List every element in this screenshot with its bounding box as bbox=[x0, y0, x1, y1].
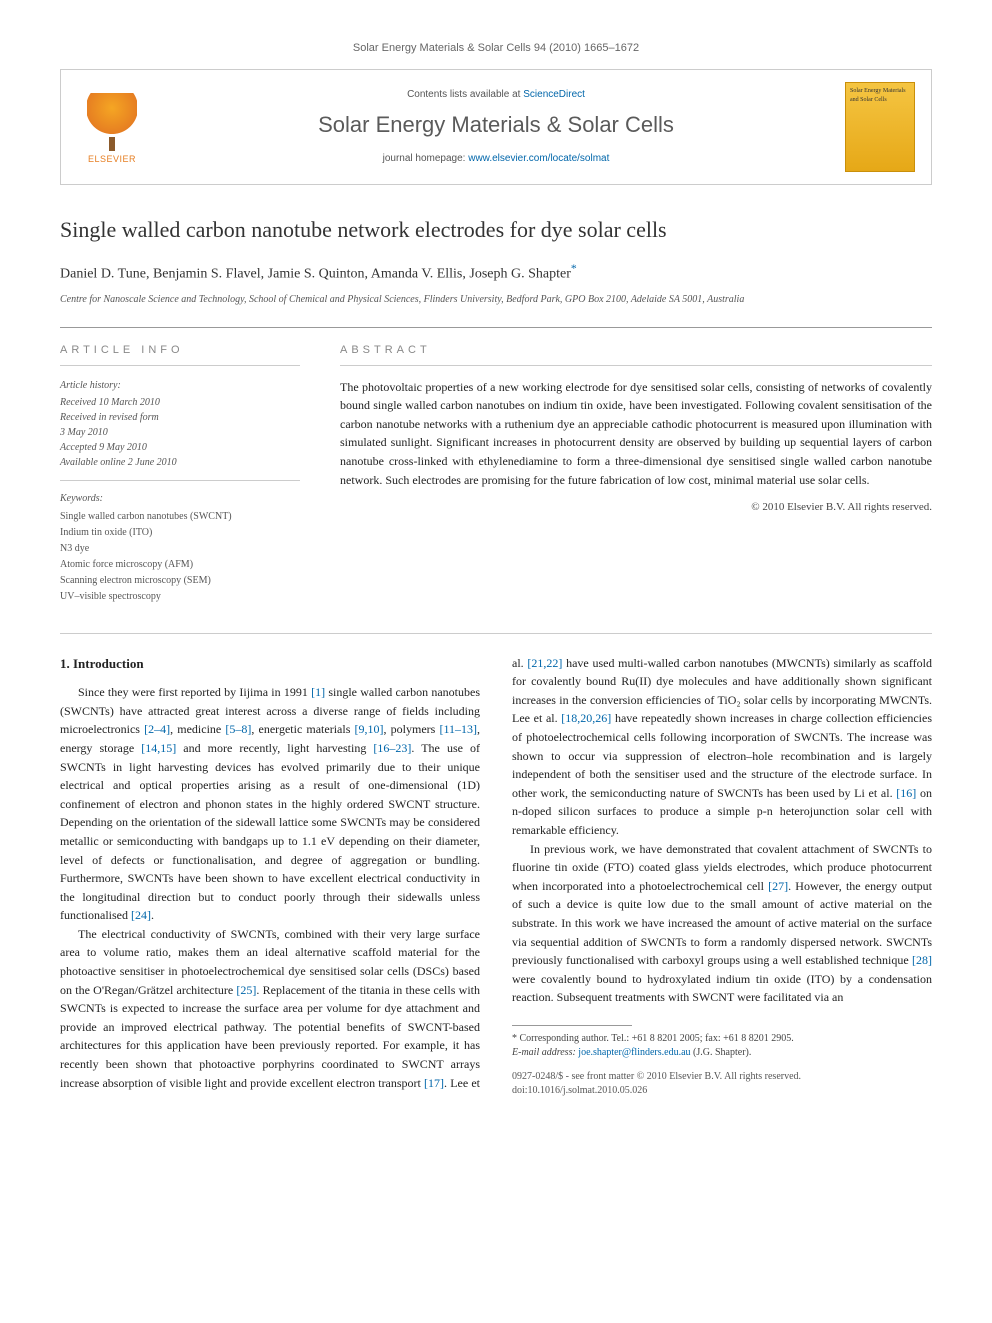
footnote-separator bbox=[512, 1025, 632, 1026]
keyword-5: Scanning electron microscopy (SEM) bbox=[60, 573, 300, 589]
email-suffix: (J.G. Shapter). bbox=[691, 1047, 752, 1058]
authors-text: Daniel D. Tune, Benjamin S. Flavel, Jami… bbox=[60, 266, 571, 281]
keywords: Keywords: Single walled carbon nanotubes… bbox=[60, 491, 300, 605]
ref-link[interactable]: [14,15] bbox=[141, 741, 176, 755]
contents-prefix: Contents lists available at bbox=[407, 89, 523, 100]
article-title: Single walled carbon nanotube network el… bbox=[60, 213, 932, 246]
ref-link[interactable]: [18,20,26] bbox=[561, 711, 611, 725]
abstract-copyright: © 2010 Elsevier B.V. All rights reserved… bbox=[340, 499, 932, 516]
ref-link[interactable]: [11–13] bbox=[439, 722, 477, 736]
ref-link[interactable]: [17] bbox=[424, 1076, 444, 1090]
abstract-label: ABSTRACT bbox=[340, 342, 932, 366]
email-line: E-mail address: joe.shapter@flinders.edu… bbox=[512, 1046, 932, 1060]
homepage-prefix: journal homepage: bbox=[383, 153, 469, 164]
history-revised-2: 3 May 2010 bbox=[60, 425, 300, 440]
homepage-link[interactable]: www.elsevier.com/locate/solmat bbox=[468, 153, 609, 164]
footnote-block: * Corresponding author. Tel.: +61 8 8201… bbox=[512, 1025, 932, 1098]
publisher-logo: ELSEVIER bbox=[77, 87, 147, 167]
article-info-label: ARTICLE INFO bbox=[60, 342, 300, 366]
issn-line: 0927-0248/$ - see front matter © 2010 El… bbox=[512, 1070, 932, 1084]
article-meta-row: ARTICLE INFO Article history: Received 1… bbox=[60, 327, 932, 605]
email-label: E-mail address: bbox=[512, 1047, 578, 1058]
ref-link[interactable]: [1] bbox=[311, 685, 325, 699]
history-online: Available online 2 June 2010 bbox=[60, 455, 300, 470]
ref-link[interactable]: [25] bbox=[236, 983, 256, 997]
ref-link[interactable]: [27] bbox=[768, 879, 788, 893]
elsevier-tree-icon bbox=[87, 93, 137, 143]
history-revised-1: Received in revised form bbox=[60, 410, 300, 425]
history-accepted: Accepted 9 May 2010 bbox=[60, 440, 300, 455]
section-heading-intro: 1. Introduction bbox=[60, 654, 480, 674]
affiliation: Centre for Nanoscale Science and Technol… bbox=[60, 292, 932, 307]
abstract-text: The photovoltaic properties of a new wor… bbox=[340, 378, 932, 490]
history-received: Received 10 March 2010 bbox=[60, 395, 300, 410]
corresponding-mark: * bbox=[571, 262, 577, 275]
keyword-2: Indium tin oxide (ITO) bbox=[60, 525, 300, 541]
doi-line: doi:10.1016/j.solmat.2010.05.026 bbox=[512, 1084, 932, 1098]
keyword-3: N3 dye bbox=[60, 541, 300, 557]
sciencedirect-link[interactable]: ScienceDirect bbox=[523, 89, 585, 100]
ref-link[interactable]: [9,10] bbox=[355, 722, 384, 736]
keywords-title: Keywords: bbox=[60, 491, 300, 507]
publisher-label: ELSEVIER bbox=[88, 153, 136, 167]
intro-para-1: Since they were first reported by Iijima… bbox=[60, 683, 480, 925]
keyword-4: Atomic force microscopy (AFM) bbox=[60, 557, 300, 573]
front-matter-meta: 0927-0248/$ - see front matter © 2010 El… bbox=[512, 1070, 932, 1098]
ref-link[interactable]: [5–8] bbox=[225, 722, 251, 736]
ref-link[interactable]: [16] bbox=[896, 786, 916, 800]
body-two-column: 1. Introduction Since they were first re… bbox=[60, 633, 932, 1098]
ref-link[interactable]: [24] bbox=[131, 908, 151, 922]
running-header: Solar Energy Materials & Solar Cells 94 … bbox=[60, 40, 932, 57]
article-history: Article history: Received 10 March 2010 … bbox=[60, 378, 300, 481]
journal-cover-thumb: Solar Energy Materials and Solar Cells bbox=[845, 82, 915, 172]
ref-link[interactable]: [21,22] bbox=[527, 656, 562, 670]
article-info-column: ARTICLE INFO Article history: Received 1… bbox=[60, 342, 300, 605]
history-title: Article history: bbox=[60, 378, 300, 393]
homepage-line: journal homepage: www.elsevier.com/locat… bbox=[163, 151, 829, 166]
author-list: Daniel D. Tune, Benjamin S. Flavel, Jami… bbox=[60, 260, 932, 285]
banner-center: Contents lists available at ScienceDirec… bbox=[163, 87, 829, 166]
contents-line: Contents lists available at ScienceDirec… bbox=[163, 87, 829, 102]
intro-para-3: In previous work, we have demonstrated t… bbox=[512, 840, 932, 1007]
corr-author-line: * Corresponding author. Tel.: +61 8 8201… bbox=[512, 1032, 932, 1046]
ref-link[interactable]: [28] bbox=[912, 953, 932, 967]
corresponding-footnote: * Corresponding author. Tel.: +61 8 8201… bbox=[512, 1032, 932, 1060]
keyword-1: Single walled carbon nanotubes (SWCNT) bbox=[60, 509, 300, 525]
abstract-column: ABSTRACT The photovoltaic properties of … bbox=[340, 342, 932, 605]
email-link[interactable]: joe.shapter@flinders.edu.au bbox=[578, 1047, 690, 1058]
journal-name: Solar Energy Materials & Solar Cells bbox=[163, 108, 829, 141]
keyword-6: UV–visible spectroscopy bbox=[60, 589, 300, 605]
ref-link[interactable]: [16–23] bbox=[373, 741, 411, 755]
ref-link[interactable]: [2–4] bbox=[144, 722, 170, 736]
journal-banner: ELSEVIER Contents lists available at Sci… bbox=[60, 69, 932, 185]
